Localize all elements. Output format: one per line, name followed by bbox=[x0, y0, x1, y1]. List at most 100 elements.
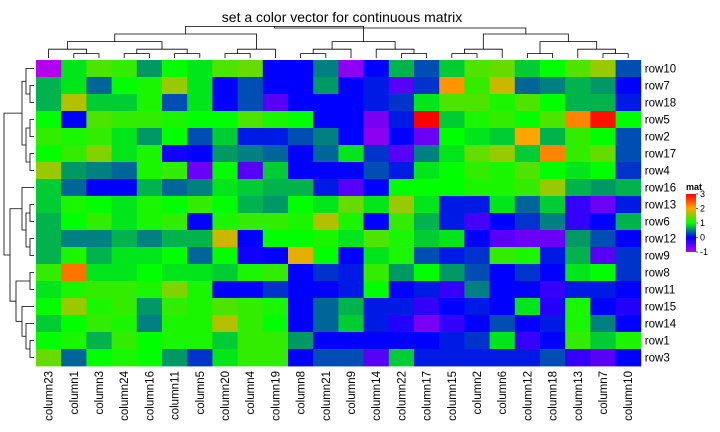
heatmap-cell bbox=[590, 264, 616, 282]
heatmap-cell bbox=[615, 230, 642, 248]
heatmap-cell bbox=[615, 247, 642, 265]
heatmap-cell bbox=[162, 281, 188, 299]
heatmap-cell bbox=[61, 332, 87, 350]
heatmap-cell bbox=[590, 60, 616, 78]
heatmap-cell bbox=[111, 230, 138, 248]
heatmap-cell bbox=[439, 298, 465, 316]
heatmap-cell bbox=[212, 111, 238, 129]
heatmap-cell bbox=[36, 145, 62, 163]
heatmap-cell bbox=[262, 281, 289, 299]
column-label: column1 bbox=[69, 371, 81, 414]
heatmap-cell bbox=[36, 298, 62, 316]
dendrogram-branch bbox=[21, 187, 34, 231]
heatmap-cell bbox=[313, 332, 339, 350]
heatmap-cell bbox=[288, 145, 314, 163]
row-labels: row10 row7 row18 row5 row2 row17 row4 row16 row1… bbox=[645, 64, 677, 365]
legend-tick-label: 3 bbox=[700, 189, 705, 199]
heatmap-cell bbox=[464, 230, 490, 248]
heatmap-cell bbox=[414, 315, 440, 333]
column-label: column2 bbox=[472, 371, 484, 414]
heatmap-cell bbox=[540, 179, 566, 197]
heatmap-cell bbox=[36, 349, 62, 367]
heatmap-cell bbox=[489, 247, 516, 265]
row-label: row1 bbox=[645, 336, 670, 348]
heatmap-cell bbox=[414, 162, 440, 180]
heatmap-cell bbox=[464, 349, 490, 367]
heatmap-cell bbox=[363, 315, 390, 333]
heatmap-cell bbox=[187, 94, 213, 112]
heatmap-cell bbox=[464, 332, 490, 350]
heatmap-cell bbox=[162, 332, 188, 350]
heatmap-cell bbox=[136, 77, 163, 95]
heatmap-cell bbox=[187, 281, 213, 299]
heatmap-cell bbox=[61, 94, 87, 112]
heatmap-cell bbox=[136, 281, 163, 299]
column-label: column8 bbox=[296, 371, 308, 414]
heatmap-cell bbox=[514, 298, 541, 316]
heatmap-cell bbox=[136, 230, 163, 248]
heatmap-cell bbox=[363, 145, 390, 163]
heatmap-cell bbox=[262, 298, 289, 316]
heatmap-cell bbox=[414, 60, 440, 78]
heatmap-cell bbox=[111, 332, 138, 350]
heatmap-cell bbox=[338, 145, 364, 163]
heatmap-cell bbox=[590, 77, 616, 95]
heatmap-cell bbox=[590, 128, 616, 146]
heatmap-cell bbox=[313, 315, 339, 333]
heatmap-cell bbox=[414, 128, 440, 146]
heatmap-cell bbox=[489, 264, 516, 282]
heatmap-cell bbox=[338, 60, 364, 78]
heatmap-cell bbox=[313, 349, 339, 367]
heatmap-cell bbox=[514, 213, 541, 231]
dendrogram-branch bbox=[15, 280, 30, 322]
heatmap-cell bbox=[61, 315, 87, 333]
heatmap-cell bbox=[540, 298, 566, 316]
heatmap-cell bbox=[136, 196, 163, 214]
heatmap-cell bbox=[388, 264, 415, 282]
heatmap-cell bbox=[590, 247, 616, 265]
heatmap-cell bbox=[514, 315, 541, 333]
dendrogram-branch bbox=[539, 41, 598, 54]
column-label: column14 bbox=[371, 370, 383, 420]
heatmap-cell bbox=[514, 128, 541, 146]
heatmap-cell bbox=[162, 145, 188, 163]
heatmap-cell bbox=[237, 179, 264, 197]
heatmap-cell bbox=[565, 179, 591, 197]
dendrogram-branch bbox=[29, 238, 34, 256]
heatmap-cell bbox=[86, 94, 112, 112]
heatmap-cell bbox=[187, 264, 213, 282]
dendrogram-branch bbox=[451, 53, 478, 58]
heatmap-cell bbox=[36, 213, 62, 231]
heatmap-cell bbox=[237, 315, 264, 333]
heatmap-cell bbox=[540, 196, 566, 214]
heatmap-cell bbox=[237, 128, 264, 146]
heatmap-cell bbox=[111, 264, 138, 282]
heatmap-cell bbox=[464, 196, 490, 214]
heatmap-cell bbox=[61, 281, 87, 299]
dendrogram-branch bbox=[602, 53, 629, 58]
row-label: row17 bbox=[645, 149, 676, 161]
heatmap-cell bbox=[565, 111, 591, 129]
heatmap-cell bbox=[489, 349, 516, 367]
heatmap-cell bbox=[363, 298, 390, 316]
column-label: column17 bbox=[422, 371, 434, 421]
heatmap-cell bbox=[237, 94, 264, 112]
heatmap-cell bbox=[590, 179, 616, 197]
heatmap-cell bbox=[338, 349, 364, 367]
column-label: column12 bbox=[522, 371, 534, 421]
heatmap-cell bbox=[489, 298, 516, 316]
legend-tick-label: 2 bbox=[700, 204, 705, 214]
heatmap-cell bbox=[111, 349, 138, 367]
heatmap-cell bbox=[262, 179, 289, 197]
heatmap-cell bbox=[615, 77, 642, 95]
heatmap-cell bbox=[237, 298, 264, 316]
heatmap-cell bbox=[590, 213, 616, 231]
heatmap-cell bbox=[262, 264, 289, 282]
heatmap-cell bbox=[388, 111, 415, 129]
heatmap-cell bbox=[439, 94, 465, 112]
heatmap-cell bbox=[464, 145, 490, 163]
legend-title: mat bbox=[686, 182, 702, 192]
dendrogram-branch bbox=[25, 127, 30, 163]
heatmap-cell bbox=[615, 315, 642, 333]
